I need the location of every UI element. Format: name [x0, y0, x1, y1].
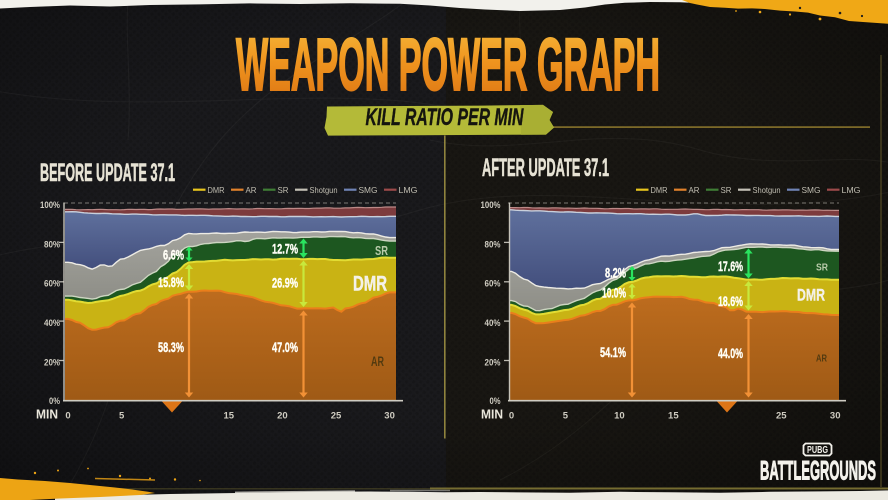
svg-text:18.6%: 18.6% [718, 293, 743, 309]
svg-text:DMR: DMR [797, 286, 825, 305]
svg-text:15.8%: 15.8% [158, 274, 184, 290]
svg-text:5: 5 [119, 411, 125, 422]
svg-text:17.6%: 17.6% [718, 258, 743, 274]
svg-text:0%: 0% [490, 396, 501, 407]
svg-text:60%: 60% [485, 279, 501, 290]
svg-text:DMR: DMR [651, 185, 668, 195]
svg-text:Shotgun: Shotgun [310, 185, 338, 195]
svg-text:SR: SR [816, 263, 829, 274]
svg-text:SR: SR [375, 243, 388, 258]
svg-text:20%: 20% [485, 357, 501, 368]
svg-text:SMG: SMG [359, 185, 378, 195]
svg-text:100%: 100% [481, 200, 501, 211]
svg-text:58.3%: 58.3% [158, 339, 184, 355]
svg-text:MIN: MIN [36, 407, 58, 422]
svg-text:BATTLEGROUNDS: BATTLEGROUNDS [760, 456, 876, 486]
svg-text:30: 30 [384, 411, 395, 422]
svg-text:LMG: LMG [399, 185, 418, 195]
svg-text:60%: 60% [44, 279, 60, 290]
svg-text:100%: 100% [40, 200, 60, 211]
svg-text:80%: 80% [485, 239, 501, 250]
svg-text:6.6%: 6.6% [163, 247, 184, 263]
svg-text:30: 30 [830, 411, 841, 422]
svg-text:KILL RATIO PER MIN: KILL RATIO PER MIN [366, 104, 524, 131]
svg-text:15: 15 [224, 411, 235, 422]
svg-text:AR: AR [246, 185, 257, 195]
svg-text:40%: 40% [485, 318, 501, 329]
svg-text:44.0%: 44.0% [718, 345, 743, 361]
svg-text:BEFORE UPDATE 37.1: BEFORE UPDATE 37.1 [40, 159, 175, 187]
svg-text:AR: AR [689, 185, 700, 195]
svg-text:0%: 0% [49, 396, 60, 407]
svg-text:54.1%: 54.1% [600, 344, 626, 360]
svg-text:DMR: DMR [208, 185, 225, 195]
svg-text:WEAPON POWER GRAPH: WEAPON POWER GRAPH [236, 23, 660, 106]
svg-text:0: 0 [509, 411, 514, 422]
svg-text:8.2%: 8.2% [605, 265, 626, 281]
svg-text:MIN: MIN [481, 407, 503, 422]
svg-text:SR: SR [721, 185, 732, 195]
svg-text:AR: AR [816, 353, 827, 365]
svg-text:LMG: LMG [842, 185, 861, 195]
svg-text:20: 20 [277, 411, 288, 422]
svg-text:25: 25 [331, 411, 342, 422]
svg-text:5: 5 [563, 411, 569, 422]
svg-text:10.0%: 10.0% [602, 285, 626, 301]
svg-text:12.7%: 12.7% [272, 241, 298, 257]
svg-text:40%: 40% [44, 318, 60, 329]
svg-text:20%: 20% [44, 357, 60, 368]
svg-text:15: 15 [668, 411, 679, 422]
svg-text:AFTER UPDATE 37.1: AFTER UPDATE 37.1 [482, 154, 609, 182]
svg-text:PUBG: PUBG [807, 444, 828, 456]
svg-text:DMR: DMR [353, 273, 387, 296]
svg-text:10: 10 [614, 411, 625, 422]
svg-text:0: 0 [65, 411, 70, 422]
svg-text:47.0%: 47.0% [272, 339, 298, 355]
svg-text:26.9%: 26.9% [272, 275, 298, 291]
svg-text:AR: AR [371, 354, 384, 369]
svg-text:Shotgun: Shotgun [753, 185, 781, 195]
svg-text:25: 25 [776, 411, 787, 422]
svg-text:SR: SR [278, 185, 289, 195]
svg-text:SMG: SMG [802, 185, 821, 195]
svg-text:80%: 80% [44, 239, 60, 250]
